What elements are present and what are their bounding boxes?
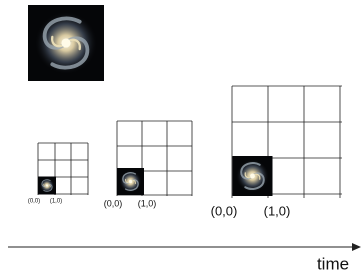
origin-label: (0,0) (104, 198, 123, 208)
galaxy-image (233, 156, 273, 196)
unit-label: (1,0) (264, 203, 291, 218)
diagram: (0,0) (1,0) (0,0) (1,0) (0,0) (1,0) time (0, 0, 362, 273)
galaxy-image (28, 5, 104, 81)
unit-label: (1,0) (50, 199, 62, 205)
galaxy-image (117, 168, 144, 195)
origin-label: (0,0) (28, 199, 40, 205)
unit-label: (1,0) (138, 198, 157, 208)
galaxy-image (38, 177, 56, 195)
arrow-head (352, 243, 361, 251)
origin-label: (0,0) (211, 203, 238, 218)
time-label: time (317, 254, 349, 273)
